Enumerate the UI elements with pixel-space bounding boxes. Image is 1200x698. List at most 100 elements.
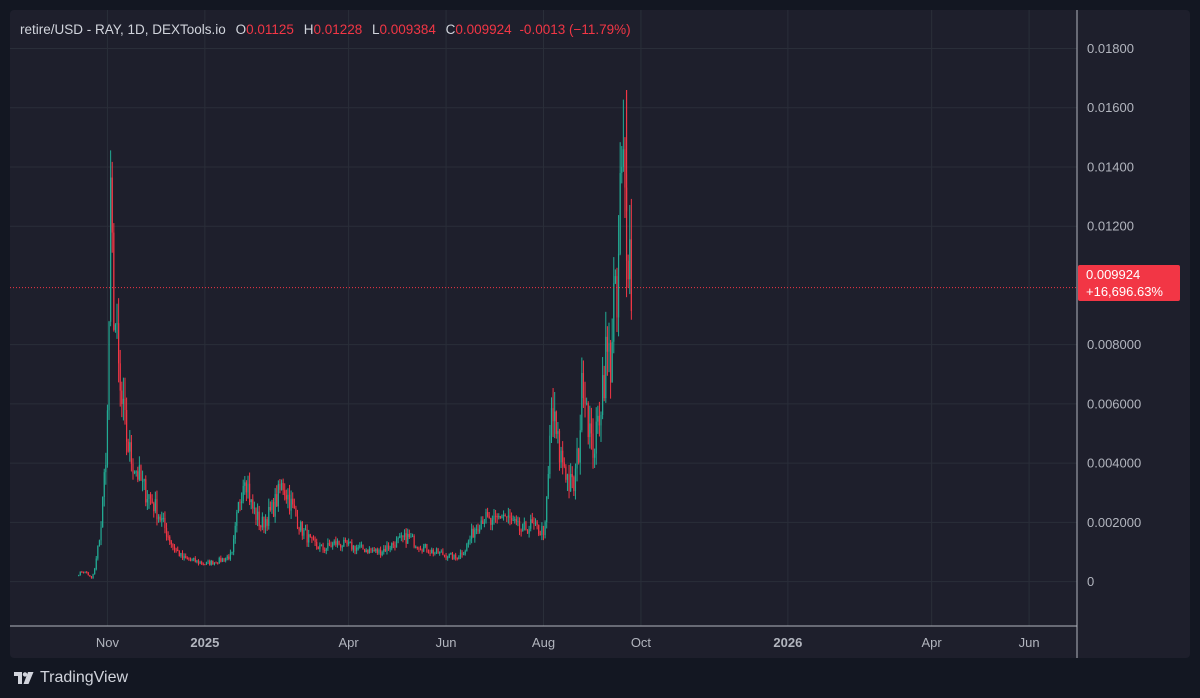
symbol-legend: retire/USD - RAY, 1D, DEXTools.io O0.011… bbox=[20, 22, 631, 37]
candle-body bbox=[148, 494, 150, 500]
candle-body bbox=[557, 431, 559, 434]
candle-body bbox=[605, 336, 607, 399]
candle-body bbox=[138, 465, 140, 480]
candle-body bbox=[376, 549, 378, 553]
candle-body bbox=[164, 517, 166, 529]
candle-body bbox=[434, 552, 436, 555]
candle-body bbox=[357, 547, 359, 549]
candle-body bbox=[523, 522, 525, 524]
candle-body bbox=[574, 468, 577, 492]
candle-body bbox=[90, 576, 93, 579]
candle-body bbox=[562, 450, 564, 463]
candle-body bbox=[490, 517, 492, 525]
candle-body bbox=[300, 522, 302, 531]
price-tick-label: 0 bbox=[1087, 574, 1094, 589]
candle-body bbox=[260, 526, 262, 528]
candle-series bbox=[78, 89, 632, 579]
time-tick-label: Aug bbox=[532, 635, 555, 650]
candle-body bbox=[359, 545, 361, 548]
candle-body bbox=[180, 552, 182, 557]
candle-body bbox=[389, 548, 391, 550]
candle-body bbox=[108, 321, 110, 411]
candle-body bbox=[79, 571, 81, 576]
candlestick-chart[interactable]: 0.01800 0.01600 0.01400 0.01200 0.008000 0.00… bbox=[10, 10, 1190, 658]
candle-body bbox=[143, 479, 145, 481]
candle-body bbox=[630, 239, 632, 311]
time-tick-label: Apr bbox=[339, 635, 360, 650]
time-tick-label: Nov bbox=[96, 635, 120, 650]
candle-body bbox=[288, 494, 291, 511]
candle-body bbox=[177, 549, 179, 552]
close-value: 0.009924 bbox=[455, 22, 512, 37]
candle-body bbox=[413, 535, 415, 547]
change-value: -0.0013 (−11.79%) bbox=[519, 22, 631, 37]
candle-body bbox=[226, 556, 228, 559]
high-label: H bbox=[303, 22, 314, 37]
candle-body bbox=[320, 544, 323, 546]
candle-body bbox=[205, 561, 208, 565]
candle-body bbox=[129, 442, 131, 452]
candle-body bbox=[264, 519, 267, 528]
candle-body bbox=[533, 523, 535, 525]
candle-body bbox=[445, 555, 447, 559]
tradingview-brand: TradingView bbox=[40, 669, 129, 686]
candle-body bbox=[474, 529, 476, 538]
candle-body bbox=[217, 563, 219, 565]
chart-panel[interactable]: 0.01800 0.01600 0.01400 0.01200 0.008000 0.00… bbox=[10, 10, 1190, 658]
candle-body bbox=[447, 557, 449, 559]
candle-body bbox=[149, 494, 152, 499]
candle-body bbox=[576, 448, 578, 469]
candle-body bbox=[233, 538, 235, 553]
candle-body bbox=[137, 471, 139, 480]
candle-body bbox=[395, 539, 398, 548]
candle-body bbox=[193, 558, 195, 560]
candle-body bbox=[387, 545, 390, 549]
candle-body bbox=[95, 558, 97, 570]
candle-body bbox=[458, 557, 460, 560]
candle-body bbox=[496, 516, 498, 518]
candle-body bbox=[419, 548, 422, 551]
candle-body bbox=[600, 415, 602, 426]
candle-body bbox=[282, 482, 284, 491]
candle-body bbox=[379, 549, 382, 556]
candle-body bbox=[367, 550, 369, 553]
candle-body bbox=[451, 553, 454, 560]
candle-body bbox=[126, 409, 128, 442]
candle-body bbox=[459, 552, 462, 558]
candle-body bbox=[132, 463, 134, 474]
candle-body bbox=[479, 529, 481, 532]
low-label: L bbox=[372, 22, 380, 37]
candle-body bbox=[98, 540, 101, 547]
candle-body bbox=[327, 543, 329, 549]
candle-body bbox=[555, 411, 557, 434]
high-value: 0.01228 bbox=[313, 22, 363, 37]
candle-body bbox=[295, 508, 297, 517]
candle-body bbox=[616, 276, 618, 318]
time-tick-label: Jun bbox=[436, 635, 457, 650]
candle-body bbox=[213, 562, 216, 565]
candle-body bbox=[549, 435, 551, 474]
candle-body bbox=[421, 550, 423, 552]
candle-body bbox=[122, 398, 125, 405]
candle-body bbox=[629, 239, 631, 280]
candle-body bbox=[530, 519, 532, 529]
candle-body bbox=[550, 408, 553, 436]
candle-body bbox=[504, 514, 506, 517]
candle-body bbox=[280, 482, 283, 490]
candle-body bbox=[279, 483, 281, 490]
candle-body bbox=[364, 549, 366, 553]
candle-body bbox=[471, 528, 473, 539]
candle-body bbox=[578, 448, 580, 463]
candle-body bbox=[582, 373, 585, 399]
tradingview-logo[interactable]: TradingView bbox=[14, 668, 128, 688]
candle-body bbox=[354, 545, 356, 551]
candle-body bbox=[292, 498, 294, 505]
candle-body bbox=[423, 546, 425, 552]
candle-body bbox=[617, 253, 620, 318]
candle-body bbox=[565, 466, 567, 480]
candle-body bbox=[416, 546, 418, 549]
candle-body bbox=[255, 507, 257, 520]
candle-body bbox=[368, 548, 370, 553]
candle-body bbox=[624, 149, 626, 188]
candle-body bbox=[133, 471, 136, 474]
